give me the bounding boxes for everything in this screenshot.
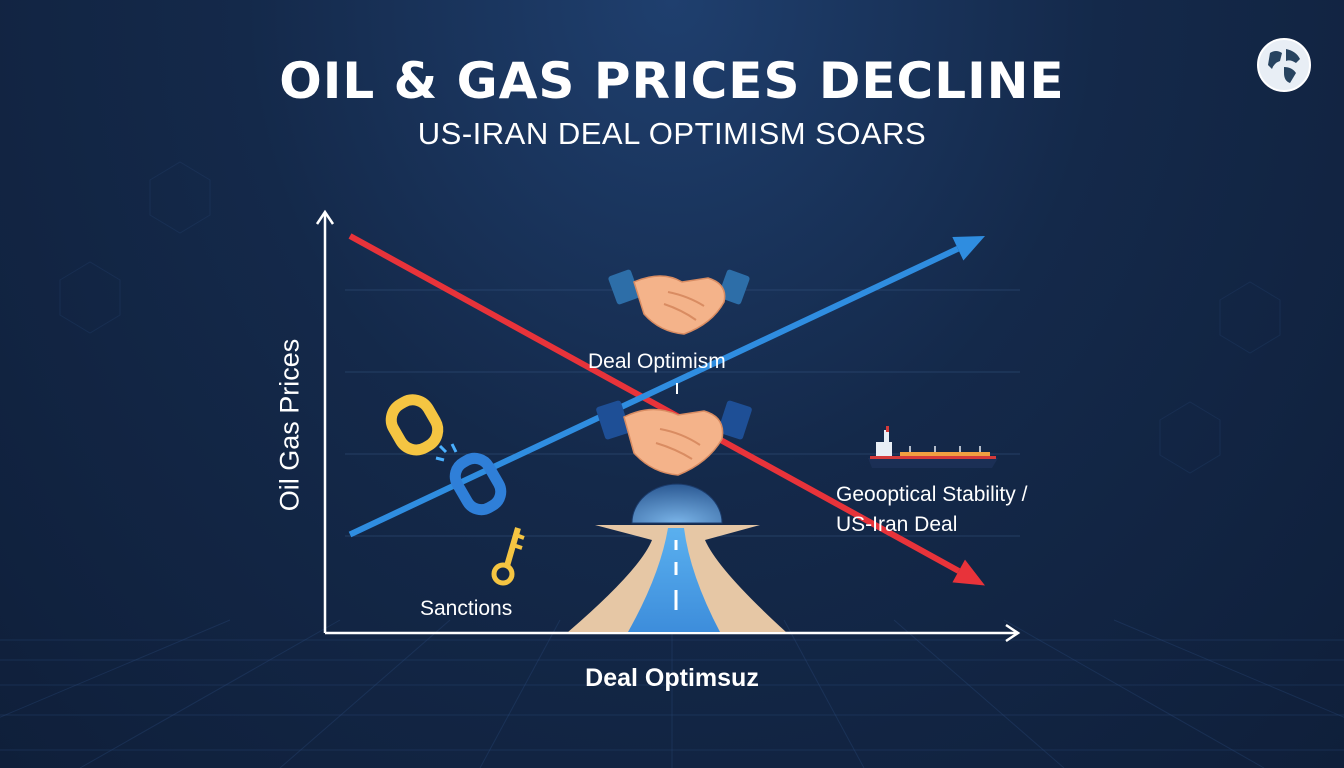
series-line-0 bbox=[348, 233, 961, 574]
series-line-1 bbox=[348, 246, 960, 538]
annotation-sanctions: Sanctions bbox=[420, 597, 513, 620]
annotation-stability-line2: US-Iran Deal bbox=[836, 513, 958, 536]
globe-icon bbox=[1257, 38, 1311, 92]
axes bbox=[315, 209, 1021, 643]
x-axis-label: Deal Optimsuz bbox=[585, 664, 759, 692]
x-axis-arrow bbox=[1005, 623, 1021, 643]
y-axis-label-text: Oil Gas Prices bbox=[274, 338, 305, 512]
y-axis-arrow bbox=[315, 209, 335, 225]
road-icon bbox=[568, 483, 786, 632]
handshake-icon-top bbox=[608, 269, 750, 335]
page-subtitle: US-IRAN DEAL OPTIMISM SOARS bbox=[417, 116, 927, 151]
series-arrowhead-0 bbox=[952, 559, 985, 586]
tanker-ship-icon bbox=[868, 426, 998, 468]
page-title: OIL & GAS PRICES DECLINE bbox=[279, 52, 1065, 110]
broken-chain-icon bbox=[385, 394, 507, 516]
annotation-deal-optimism: Deal Optimism bbox=[588, 350, 726, 373]
annotation-stability: Geooptical Stability / US-Iran Deal bbox=[836, 480, 1027, 540]
key-icon bbox=[491, 527, 525, 586]
annotation-stability-line1: Geooptical Stability / bbox=[836, 483, 1028, 506]
handshake-icon-center bbox=[596, 400, 752, 476]
series-arrowhead-1 bbox=[952, 236, 985, 261]
series-layer bbox=[348, 233, 985, 586]
